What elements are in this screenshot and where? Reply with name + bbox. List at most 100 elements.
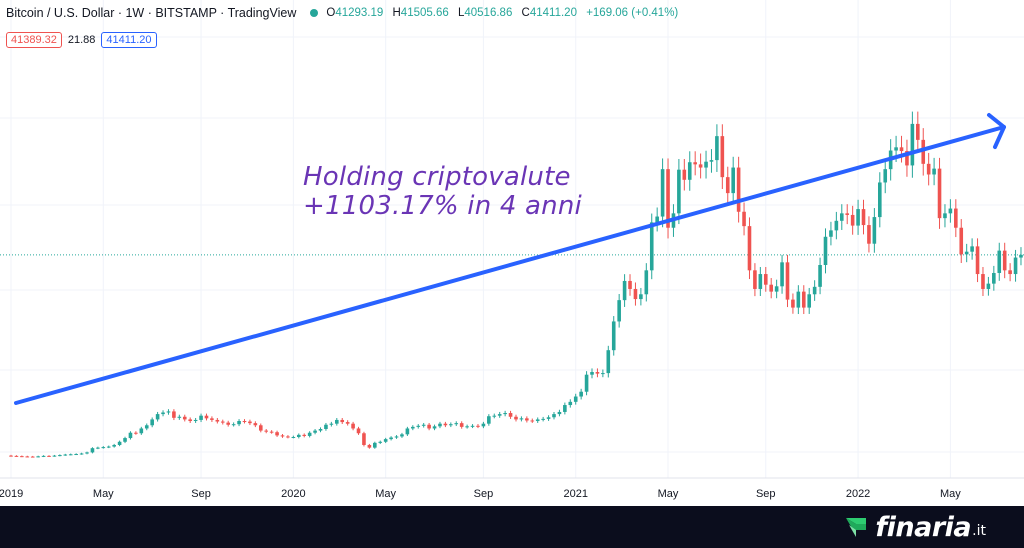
- candle-body: [932, 168, 936, 175]
- candle-body: [628, 280, 632, 289]
- candle-body: [617, 300, 621, 322]
- candle-body: [905, 151, 909, 166]
- candle-body: [666, 169, 670, 228]
- candle-body: [921, 139, 926, 164]
- candle-body: [231, 424, 236, 426]
- spread-value: 21.88: [67, 34, 96, 46]
- candle-body: [258, 425, 263, 431]
- candle-body: [649, 222, 654, 271]
- candle-body: [172, 411, 176, 418]
- chart-area[interactable]: 2019 May Sep 2020 May Sep 2021 May Sep 2022 May: [0, 0, 1024, 506]
- x-tick-label: 2021: [563, 488, 587, 500]
- candle-body: [519, 418, 524, 420]
- candle-body: [497, 414, 502, 416]
- candle-body: [182, 416, 187, 420]
- finaria-logo[interactable]: finaria .it: [845, 510, 986, 544]
- symbol-title[interactable]: Bitcoin / U.S. Dollar · 1W · BITSTAMP · …: [6, 6, 297, 20]
- candle-body: [177, 416, 182, 418]
- legend-header: Bitcoin / U.S. Dollar · 1W · BITSTAMP · …: [6, 6, 678, 20]
- candle-body: [427, 424, 431, 429]
- candle-body: [400, 434, 404, 437]
- sell-price-button[interactable]: 41389.32: [6, 32, 62, 48]
- candle-body: [161, 412, 165, 415]
- candle-body: [568, 401, 573, 406]
- candle-body: [704, 161, 708, 168]
- high-value: 41505.66: [400, 7, 449, 19]
- candle-body: [356, 428, 361, 434]
- candle-body: [834, 220, 839, 231]
- candle-body: [774, 286, 779, 292]
- candle-body: [150, 419, 154, 426]
- candle-body: [687, 162, 692, 180]
- candle-body: [725, 177, 730, 194]
- candle-body: [296, 434, 301, 437]
- candle-body: [416, 425, 421, 427]
- candle-body: [487, 416, 491, 424]
- candle-body: [959, 227, 964, 255]
- candle-body: [68, 454, 73, 456]
- candles: [9, 111, 1023, 458]
- candle-body: [318, 429, 323, 431]
- candle-body: [58, 455, 62, 457]
- candle-body: [20, 456, 24, 458]
- candle-body: [30, 456, 35, 458]
- candle-body: [155, 414, 160, 420]
- candle-body: [210, 418, 214, 420]
- candle-body: [117, 441, 122, 445]
- candle-body: [112, 444, 116, 447]
- candle-body: [204, 415, 209, 419]
- candle-body: [63, 454, 68, 456]
- market-status-icon: [310, 9, 319, 17]
- candle-body: [818, 265, 822, 287]
- candle-body: [926, 163, 931, 175]
- close-value: 41411.20: [529, 7, 577, 19]
- candle-body: [883, 169, 888, 183]
- candle-body: [845, 213, 850, 215]
- candle-body: [530, 420, 535, 422]
- candle-body: [791, 299, 795, 308]
- candle-body: [291, 436, 296, 438]
- x-tick-label: Sep: [756, 488, 776, 500]
- price-chart[interactable]: 2019 May Sep 2020 May Sep 2021 May Sep 2022 May: [0, 0, 1024, 506]
- candle-body: [758, 274, 763, 289]
- candle-body: [579, 391, 583, 397]
- buy-price-button[interactable]: 41411.20: [101, 32, 157, 48]
- candle-body: [166, 411, 171, 413]
- candle-body: [812, 286, 817, 295]
- candle-body: [655, 216, 659, 223]
- candle-body: [997, 250, 1002, 273]
- candle-body: [867, 225, 871, 244]
- candle-body: [237, 421, 241, 425]
- candle-body: [823, 236, 828, 265]
- candle-body: [1013, 257, 1018, 275]
- candle-body: [981, 274, 985, 289]
- annotation-line-2: +1103.17% in 4 anni: [303, 191, 582, 221]
- candle-body: [220, 421, 225, 423]
- candle-body: [584, 374, 589, 392]
- candle-body: [90, 448, 95, 453]
- candle-body: [139, 428, 144, 434]
- candle-body: [606, 350, 611, 374]
- candle-body: [731, 167, 735, 194]
- candle-body: [421, 424, 426, 426]
- candle-body: [9, 455, 13, 457]
- candle-body: [492, 415, 497, 417]
- candle-body: [590, 372, 594, 375]
- candle-body: [106, 446, 111, 448]
- x-tick-label: 2020: [281, 488, 305, 500]
- candle-body: [226, 422, 230, 425]
- candle-body: [248, 421, 252, 424]
- candle-body: [335, 419, 339, 424]
- candle-body: [41, 455, 46, 457]
- candle-body: [215, 419, 220, 422]
- candle-body: [715, 136, 719, 161]
- candle-body: [1002, 250, 1007, 271]
- open-label: O: [326, 7, 336, 19]
- candle-body: [986, 283, 991, 289]
- candle-body: [807, 294, 812, 308]
- candle-body: [796, 291, 801, 308]
- candle-body: [405, 428, 410, 435]
- candle-body: [769, 284, 773, 292]
- candle-body: [340, 419, 345, 423]
- candle-body: [465, 426, 469, 428]
